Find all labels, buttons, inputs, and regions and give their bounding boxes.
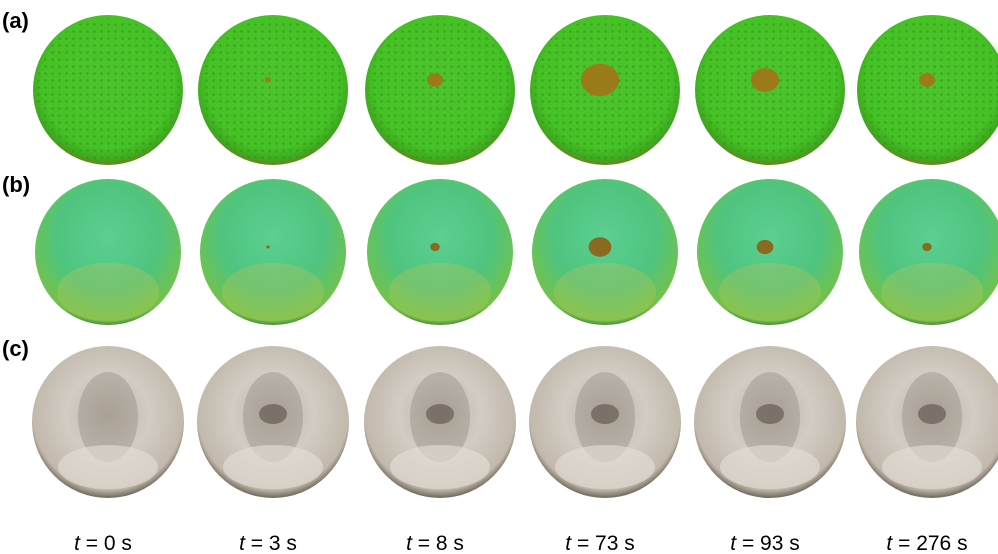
panel-label: (a) (2, 8, 29, 33)
dot-texture (368, 18, 512, 162)
hole (430, 243, 440, 251)
image-disc (364, 346, 516, 498)
image-disc (529, 346, 681, 498)
hole (751, 68, 779, 92)
hole (757, 240, 774, 254)
image-disc (530, 15, 680, 165)
hole (589, 237, 612, 256)
time-label: t = 0 s (74, 532, 132, 554)
yellow-tint (719, 263, 821, 321)
image-disc (197, 346, 349, 498)
image-disc (35, 179, 181, 325)
dot-texture (860, 18, 998, 162)
time-label: t = 93 s (730, 532, 799, 554)
image-disc (859, 179, 998, 325)
cracks (591, 404, 619, 424)
cracks (756, 404, 784, 424)
cracks (259, 404, 287, 424)
yellow-tint (389, 263, 491, 321)
yellow-tint (57, 263, 159, 321)
light-bottom (555, 445, 655, 489)
panel-label: (c) (2, 336, 29, 361)
image-disc (200, 179, 346, 325)
hole (427, 73, 443, 87)
time-symbol: t (565, 532, 572, 554)
time-symbol: t (74, 532, 81, 554)
image-disc (697, 179, 843, 325)
panel-label: (b) (2, 172, 30, 197)
image-disc (694, 346, 846, 498)
light-bottom (223, 445, 323, 489)
time-symbol: t (730, 532, 737, 554)
time-value: = 3 s (251, 532, 297, 554)
light-bottom (58, 445, 158, 489)
time-symbol: t (239, 532, 246, 554)
hole (266, 245, 270, 248)
image-disc (857, 15, 998, 165)
image-disc (856, 346, 998, 498)
dot-texture (201, 18, 345, 162)
time-label: t = 276 s (886, 532, 967, 554)
light-bottom (720, 445, 820, 489)
image-disc (367, 179, 513, 325)
hole (919, 73, 935, 87)
yellow-tint (881, 263, 983, 321)
image-disc (198, 15, 348, 165)
time-value: = 8 s (418, 532, 464, 554)
time-value: = 73 s (577, 532, 635, 554)
hole (922, 243, 932, 251)
cracks (426, 404, 454, 424)
time-value: = 93 s (742, 532, 800, 554)
dot-texture (36, 18, 180, 162)
time-label: t = 8 s (406, 532, 464, 554)
time-symbol: t (886, 532, 893, 554)
cracks (918, 404, 946, 424)
time-label: t = 3 s (239, 532, 297, 554)
image-disc (695, 15, 845, 165)
image-disc (33, 15, 183, 165)
image-disc (532, 179, 678, 325)
image-disc (32, 346, 184, 498)
figure: (a)(b)(c)t = 0 st = 3 st = 8 st = 73 st … (0, 0, 998, 554)
image-disc (365, 15, 515, 165)
hole (265, 77, 271, 82)
time-label: t = 73 s (565, 532, 634, 554)
light-bottom (390, 445, 490, 489)
time-symbol: t (406, 532, 413, 554)
time-value: = 276 s (898, 532, 967, 554)
hole (581, 64, 619, 96)
yellow-tint (222, 263, 324, 321)
time-value: = 0 s (86, 532, 132, 554)
yellow-tint (554, 263, 656, 321)
light-bottom (882, 445, 982, 489)
